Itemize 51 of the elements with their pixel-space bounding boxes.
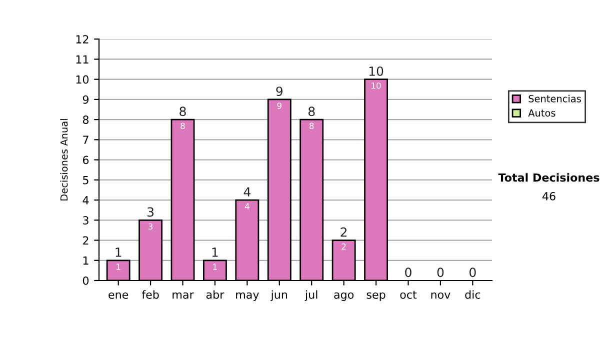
- data-label: 8: [180, 122, 185, 130]
- x-tick-label: dic: [465, 290, 480, 299]
- y-tick-label: 9: [82, 95, 88, 104]
- text: Total Decisiones: [498, 173, 600, 182]
- total-label: 9: [276, 86, 282, 96]
- total-label: 10: [369, 66, 384, 76]
- y-tick-label: 8: [82, 116, 89, 124]
- y-tick-label: 0: [82, 276, 89, 285]
- y-tick-label: 3: [83, 216, 88, 225]
- x-tick-label: jul: [304, 290, 318, 301]
- x-tick-label: abr: [206, 290, 224, 299]
- y-tick-label: 11: [76, 55, 88, 64]
- x-tick-label: ago: [334, 292, 354, 301]
- y-tick-label: 5: [83, 176, 88, 184]
- text: 46: [542, 192, 556, 200]
- data-label: 9: [277, 102, 282, 109]
- x-tick-label: ene: [108, 292, 128, 299]
- legend-label: Autos: [528, 109, 556, 117]
- data-label: 1: [213, 264, 217, 270]
- total-label: 2: [340, 227, 347, 237]
- y-tick-label: 1: [83, 256, 88, 265]
- x-tick-label: sep: [366, 292, 386, 301]
- x-tick-label: oct: [400, 290, 417, 299]
- x-tick-label: feb: [142, 290, 159, 299]
- y-tick-label: 12: [76, 35, 88, 44]
- data-label: 3: [148, 223, 153, 230]
- total-label: 8: [308, 106, 315, 116]
- data-label: 1: [116, 264, 120, 270]
- data-label: 8: [310, 122, 314, 130]
- x-tick-label: may: [236, 292, 259, 301]
- total-label: 3: [148, 207, 154, 217]
- x-tick-label: jun: [270, 290, 288, 301]
- y-tick-label: 7: [83, 136, 88, 144]
- total-label: 1: [116, 248, 122, 257]
- x-tick-label: mar: [172, 292, 194, 299]
- data-label: 4: [244, 203, 250, 210]
- total-label: 4: [244, 187, 250, 196]
- y-tick-label: 6: [82, 156, 89, 164]
- total-label: 8: [180, 106, 186, 116]
- y-axis-title: Decisiones Anual: [60, 119, 68, 200]
- total-label: 0: [437, 268, 444, 278]
- data-label: 10: [372, 82, 381, 89]
- x-tick-label: nov: [431, 292, 450, 299]
- total-label: 0: [405, 268, 412, 278]
- y-tick-label: 10: [76, 75, 89, 84]
- total-label: 0: [470, 268, 476, 278]
- total-label: 1: [212, 248, 218, 257]
- y-tick-label: 2: [83, 236, 88, 244]
- y-tick-label: 4: [82, 196, 89, 204]
- data-label: 2: [342, 243, 346, 250]
- legend-label: Sentencias: [528, 94, 581, 102]
